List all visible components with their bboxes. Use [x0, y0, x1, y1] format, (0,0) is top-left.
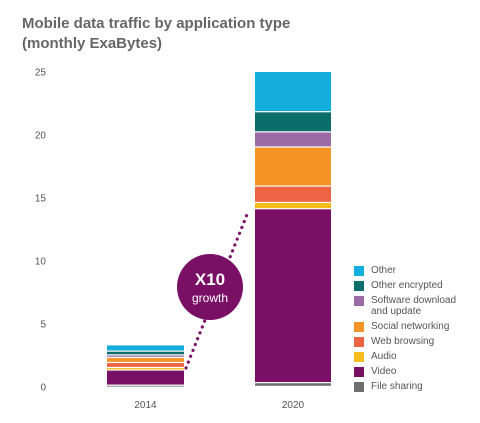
growth-bubble-label: growth: [192, 291, 228, 305]
bar-segment-social-networking-2020: [255, 147, 331, 186]
legend-swatch: [354, 266, 364, 276]
bar-segment-web-browsing-2014: [107, 363, 184, 367]
legend-item: Other encrypted: [354, 280, 456, 291]
legend-label: Other encrypted: [371, 280, 443, 291]
bar-segment-software-download-and-update-2020: [255, 132, 331, 147]
bar-segment-other-2014: [107, 345, 184, 351]
chart-title: Mobile data traffic by application type …: [22, 14, 290, 54]
legend-swatch: [354, 352, 364, 362]
legend: Other Other encrypted Software download an…: [354, 265, 456, 396]
y-tick-label: 25: [35, 68, 47, 79]
bar-segment-video-2014: [107, 370, 184, 385]
legend-swatch: [354, 296, 364, 306]
legend-label: Social networking: [371, 321, 450, 332]
bar-segment-social-networking-2014: [107, 358, 184, 362]
legend-label: Video: [371, 366, 397, 377]
legend-label: Web browsing: [371, 336, 435, 347]
bar-segment-audio-2014: [107, 368, 184, 370]
legend-item: File sharing: [354, 381, 456, 392]
chart-title-line2: (monthly ExaBytes): [22, 35, 163, 52]
bar-segment-other-2020: [255, 72, 331, 112]
legend-label: Other: [371, 265, 397, 276]
legend-item: Video: [354, 366, 456, 377]
y-tick-label: 0: [40, 383, 46, 394]
x-tick-label: 2014: [134, 400, 157, 411]
legend-swatch: [354, 281, 364, 291]
legend-item: Social networking: [354, 321, 456, 332]
y-tick-label: 10: [35, 257, 47, 268]
chart-title-line1: Mobile data traffic by application type: [22, 15, 291, 32]
legend-item: Other: [354, 265, 456, 276]
y-tick-label: 5: [40, 320, 46, 331]
x-tick-label: 2020: [282, 400, 305, 411]
bar-segment-web-browsing-2020: [255, 186, 331, 202]
growth-bubble: [177, 254, 243, 320]
legend-label: File sharing: [371, 381, 423, 392]
y-tick-label: 15: [35, 194, 47, 205]
bar-segment-other-encrypted-2020: [255, 112, 331, 132]
growth-dotted-line: [184, 210, 250, 370]
y-tick-label: 20: [35, 131, 47, 142]
legend-swatch: [354, 322, 364, 332]
bar-segment-audio-2020: [255, 203, 331, 209]
legend-label: Audio: [371, 351, 397, 362]
bar-segment-video-2020: [255, 209, 331, 383]
bar-segment-file-sharing-2014: [107, 385, 184, 387]
bar-segment-other-encrypted-2014: [107, 351, 184, 355]
growth-bubble-value: X10: [195, 270, 225, 289]
legend-swatch: [354, 337, 364, 347]
bar-segment-file-sharing-2020: [255, 383, 331, 386]
legend-item: Web browsing: [354, 336, 456, 347]
legend-swatch: [354, 382, 364, 392]
legend-item: Software download and update: [354, 295, 456, 317]
legend-label: Software download and update: [371, 295, 457, 317]
bar-segment-software-download-and-update-2014: [107, 355, 184, 357]
legend-swatch: [354, 367, 364, 377]
legend-item: Audio: [354, 351, 456, 362]
